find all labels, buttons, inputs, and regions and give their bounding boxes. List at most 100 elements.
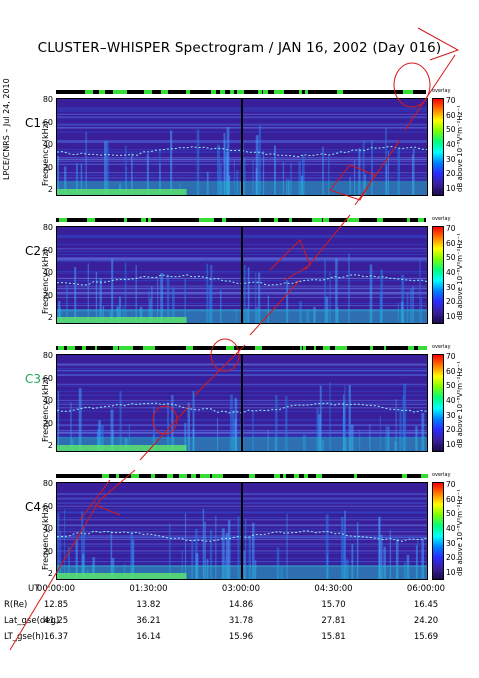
page-title: CLUSTER–WHISPER Spectrogram / JAN 16, 20… bbox=[37, 40, 442, 56]
ephemeris-value: 16.45 bbox=[413, 600, 439, 610]
mode-bar-segment bbox=[377, 218, 384, 222]
time-tick-label: 06:00:00 bbox=[406, 584, 446, 594]
mode-bar-segment bbox=[112, 346, 118, 350]
ephemeris-value: 36.21 bbox=[136, 616, 161, 626]
spectrogram-plot bbox=[56, 98, 428, 196]
ephemeris-value: 31.78 bbox=[228, 616, 254, 626]
time-tick-label: 00:00:00 bbox=[36, 584, 76, 594]
mode-bar-segment bbox=[336, 90, 343, 94]
mode-bar-segment bbox=[313, 346, 316, 350]
mode-bar-segment bbox=[161, 90, 168, 94]
mode-bar-segment bbox=[383, 346, 387, 350]
mode-bar-segment bbox=[279, 90, 284, 94]
colorbar-tick-label: 40 bbox=[446, 396, 456, 405]
ephemeris-value: 24.20 bbox=[413, 616, 439, 626]
mode-bar-segment bbox=[315, 474, 323, 478]
colorbar-tick-label: 60 bbox=[446, 366, 456, 376]
mode-bar-segment bbox=[123, 218, 128, 222]
y-tick-label: 60 bbox=[42, 117, 53, 127]
y-tick-label: 60 bbox=[42, 501, 53, 511]
mode-bar-segment bbox=[119, 90, 127, 94]
y-tick-label: 60 bbox=[42, 245, 53, 255]
mode-bar-segment bbox=[131, 474, 140, 478]
mode-bar-segment bbox=[303, 474, 308, 478]
mode-bar-segment bbox=[273, 474, 281, 478]
y-axis-label: Frequency (kHz) bbox=[41, 249, 50, 314]
y-tick-label: 20 bbox=[42, 162, 53, 172]
colorbar-label: dB above 10⁻⁸V²m⁻²Hz⁻¹ bbox=[456, 233, 464, 320]
low-frequency-peak bbox=[57, 445, 187, 451]
time-marker-line bbox=[241, 99, 243, 195]
mode-bar-segment bbox=[322, 346, 331, 350]
side-note: LPCE/CNRS – Jul 24, 2010 bbox=[2, 78, 11, 180]
colorbar-tick-label: 60 bbox=[446, 110, 456, 120]
colorbar-label: dB above 10⁻⁸V²m⁻²Hz⁻¹ bbox=[456, 489, 464, 576]
mode-bar-segment bbox=[67, 346, 75, 350]
time-marker-line bbox=[241, 355, 243, 451]
spectrogram-image bbox=[57, 99, 427, 195]
colorbar bbox=[432, 226, 444, 324]
mode-bar-segment bbox=[249, 474, 255, 478]
mode-bar-segment bbox=[418, 218, 424, 222]
mode-bar-segment bbox=[125, 346, 134, 350]
ephemeris-value: 15.69 bbox=[413, 632, 439, 642]
low-frequency-peak bbox=[57, 189, 187, 195]
spectrogram-image bbox=[57, 355, 427, 451]
mode-bar-segment bbox=[370, 346, 373, 350]
mode-bar-segment bbox=[402, 474, 408, 478]
spectrogram-plot bbox=[56, 482, 428, 580]
mode-bar bbox=[56, 346, 428, 350]
y-tick-label: 40 bbox=[42, 140, 53, 149]
colorbar-tick-label: 20 bbox=[446, 553, 456, 563]
mode-bar-segment bbox=[259, 218, 262, 222]
mode-bar-segment bbox=[100, 90, 106, 94]
colorbar-tick-label: 50 bbox=[446, 381, 456, 391]
colorbar-tick-label: 20 bbox=[446, 169, 456, 179]
colorbar-tick-label: 30 bbox=[446, 410, 456, 420]
mode-bar-segment bbox=[274, 218, 279, 222]
y-tick-label: 2 bbox=[47, 313, 53, 322]
time-marker-line bbox=[241, 227, 243, 323]
colorbar-tick-label: 20 bbox=[446, 425, 456, 435]
time-tick-label: 03:00:00 bbox=[221, 584, 261, 594]
colorbar-tick-label: 10 bbox=[446, 184, 456, 193]
ephemeris-row-label: R(Re) bbox=[4, 600, 28, 610]
colorbar-tick-label: 70 bbox=[446, 480, 456, 489]
mode-bar-segment bbox=[211, 474, 220, 478]
colorbar-tick-label: 50 bbox=[446, 125, 456, 135]
y-tick-label: 20 bbox=[42, 418, 53, 428]
ephemeris-value: 13.82 bbox=[136, 600, 161, 610]
mode-bar-segment bbox=[147, 218, 152, 222]
mode-bar-segment bbox=[60, 218, 68, 222]
ephemeris-value: 27.81 bbox=[321, 616, 346, 626]
mode-bar-segment bbox=[202, 218, 210, 222]
overlay-label: overlay bbox=[432, 216, 451, 222]
mode-bar-segment bbox=[144, 218, 147, 222]
ephemeris-value: 12.85 bbox=[43, 600, 69, 610]
y-axis-label: Frequency (kHz) bbox=[41, 505, 50, 570]
mode-bar-segment bbox=[191, 474, 196, 478]
mode-bar-segment bbox=[82, 346, 86, 350]
ephemeris-value: 15.70 bbox=[321, 600, 346, 610]
time-tick-label: 04:30:00 bbox=[314, 584, 353, 594]
mode-bar-segment bbox=[299, 346, 303, 350]
mode-bar-segment bbox=[304, 90, 309, 94]
mode-bar-segment bbox=[221, 218, 226, 222]
mode-bar-segment bbox=[112, 90, 120, 94]
ephemeris-value: 14.86 bbox=[228, 600, 254, 610]
mode-bar-segment bbox=[422, 346, 428, 350]
y-tick-label: 40 bbox=[42, 268, 53, 277]
y-tick-label: 20 bbox=[42, 290, 53, 300]
mode-bar-segment bbox=[354, 474, 358, 478]
colorbar-tick-label: 50 bbox=[446, 509, 456, 519]
mode-bar bbox=[56, 218, 426, 222]
ephemeris-value: 16.14 bbox=[136, 632, 161, 642]
y-tick-label: 2 bbox=[47, 185, 53, 194]
mode-bar-segment bbox=[150, 474, 155, 478]
low-frequency-peak bbox=[57, 317, 187, 323]
spectrogram-image bbox=[57, 483, 427, 579]
time-tick-label: 01:30:00 bbox=[129, 584, 168, 594]
mode-bar-segment bbox=[254, 346, 262, 350]
overlay-label: overlay bbox=[432, 472, 451, 478]
y-tick-label: 40 bbox=[42, 524, 53, 533]
